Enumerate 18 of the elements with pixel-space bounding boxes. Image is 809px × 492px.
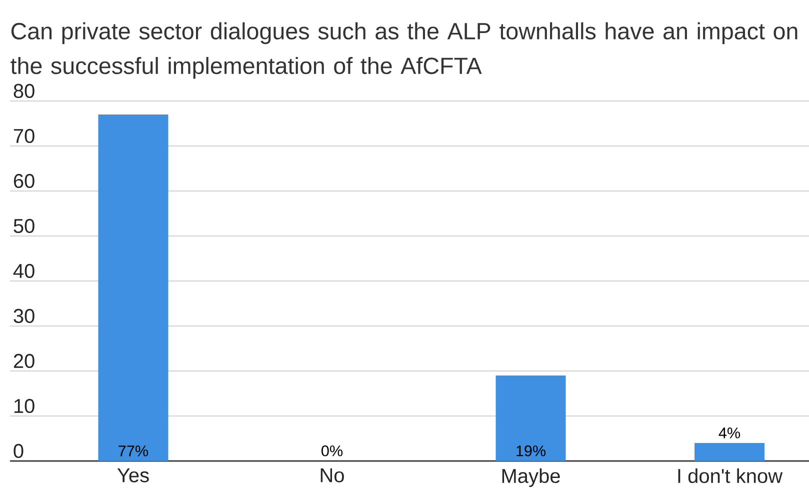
- data-label: 4%: [718, 428, 740, 438]
- y-tick-label: 60: [14, 174, 34, 188]
- data-label: 0%: [322, 445, 343, 456]
- data-label: 77%: [118, 446, 148, 456]
- y-tick-label: 30: [14, 308, 34, 324]
- x-tick-label: Yes: [117, 468, 149, 482]
- y-tick-label: 50: [14, 218, 34, 234]
- y-tick-label: 40: [13, 264, 34, 278]
- x-tick-label: No: [320, 468, 344, 482]
- y-tick-label: 70: [14, 128, 34, 144]
- y-tick-label: 20: [14, 354, 34, 368]
- chart-title: Can private sector dialogues such as the ALP townhalls have an impact on the successful implementation of the AfCFTA: [10, 22, 798, 79]
- y-tick-label: 0: [14, 444, 24, 458]
- y-tick-label: 80: [14, 84, 34, 98]
- x-tick-label: Maybe: [502, 468, 560, 488]
- data-label: 19%: [516, 445, 546, 456]
- x-tick-label: I don't know: [678, 468, 783, 484]
- y-tick-label: 10: [14, 398, 34, 414]
